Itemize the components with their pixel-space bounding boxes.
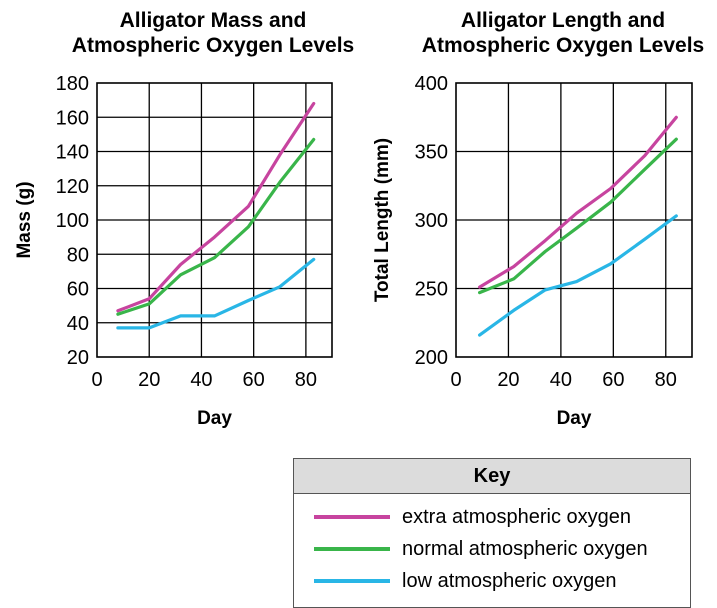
mass-y-tick-label: 20: [67, 347, 89, 369]
mass-x-tick-label: 0: [91, 369, 102, 391]
length-y-tick-label: 300: [415, 210, 448, 232]
key-swatch-low: [314, 579, 390, 583]
key-legend: Key extra atmospheric oxygen normal atmo…: [293, 458, 691, 608]
key-label-normal: normal atmospheric oxygen: [402, 537, 648, 560]
length-x-tick-label: 80: [655, 369, 677, 391]
length-x-axis-label: Day: [557, 408, 592, 429]
length-plot-frame: [455, 82, 693, 358]
mass-x-tick-label: 60: [243, 369, 265, 391]
length-chart-title-line-2: Atmospheric Oxygen Levels: [421, 34, 705, 57]
key-label-extra: extra atmospheric oxygen: [402, 505, 632, 528]
length-y-tick-label: 400: [415, 73, 448, 95]
key-item-extra: extra atmospheric oxygen: [314, 503, 631, 531]
length-y-axis-label: Total Length (mm): [372, 138, 393, 302]
mass-y-tick-label: 100: [56, 210, 89, 232]
length-y-tick-label: 200: [415, 347, 448, 369]
mass-y-tick-label: 140: [56, 142, 89, 164]
mass-series-line-extra: [116, 101, 316, 313]
mass-chart-title-line-1: Alligator Mass and: [119, 9, 307, 32]
mass-y-tick-label: 40: [67, 313, 89, 335]
mass-y-tick-label: 60: [67, 279, 89, 301]
mass-x-tick-label: 80: [295, 369, 317, 391]
length-y-tick-label: 250: [415, 279, 448, 301]
length-chart-title-line-1: Alligator Length and: [460, 9, 666, 32]
key-title: Key: [294, 459, 690, 494]
length-x-tick-label: 40: [550, 369, 572, 391]
length-series-line-low: [478, 214, 678, 337]
mass-y-tick-label: 120: [56, 176, 89, 198]
mass-x-tick-label: 20: [138, 369, 160, 391]
length-series-line-extra: [478, 115, 678, 289]
key-label-low: low atmospheric oxygen: [402, 569, 617, 592]
mass-x-axis-label: Day: [197, 408, 232, 429]
mass-y-tick-label: 180: [56, 73, 89, 95]
length-series-line-normal: [478, 137, 678, 295]
mass-x-tick-label: 40: [190, 369, 212, 391]
key-item-low: low atmospheric oxygen: [314, 567, 617, 595]
mass-y-tick-label: 80: [67, 244, 89, 266]
key-swatch-normal: [314, 547, 390, 551]
mass-plot-frame: [96, 82, 333, 358]
key-item-normal: normal atmospheric oxygen: [314, 535, 648, 563]
mass-y-tick-label: 160: [56, 107, 89, 129]
mass-chart-title: Alligator Mass and Atmospheric Oxygen Le…: [33, 8, 393, 58]
length-x-tick-label: 60: [602, 369, 624, 391]
key-swatch-extra: [314, 515, 390, 519]
length-x-tick-label: 0: [450, 369, 461, 391]
mass-series-line-low: [116, 257, 316, 330]
mass-chart-title-line-2: Atmospheric Oxygen Levels: [71, 34, 355, 57]
length-chart-title: Alligator Length and Atmospheric Oxygen …: [383, 8, 717, 58]
mass-y-axis-label: Mass (g): [14, 181, 35, 258]
length-x-tick-label: 20: [497, 369, 519, 391]
length-y-tick-label: 350: [415, 142, 448, 164]
mass-series-line-normal: [116, 137, 316, 316]
length-chart: 200 250 300 350 400 0 20 40 60 80 Day Total Length …: [372, 73, 693, 429]
